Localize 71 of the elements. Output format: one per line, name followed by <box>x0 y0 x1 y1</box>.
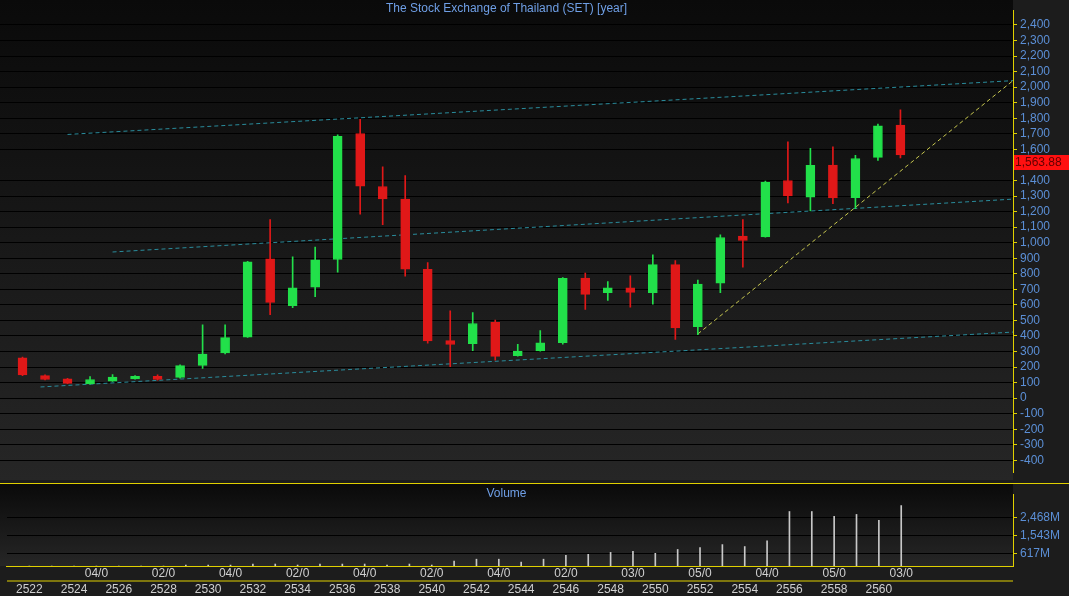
x-tick-label: 2542 <box>463 581 491 596</box>
x-tick-label: 2532 <box>239 581 267 596</box>
y-tick-label: -200 <box>1020 421 1045 436</box>
x-tick-label: 2560 <box>865 581 893 596</box>
y-tick-label: -400 <box>1020 452 1045 467</box>
y-tick-label: 617M <box>1020 546 1051 561</box>
y-tick-label: 1,100 <box>1020 219 1051 234</box>
x-tick-label: 2552 <box>686 581 714 596</box>
x-tick-label: 2528 <box>150 581 178 596</box>
y-tick-label: 1,700 <box>1020 126 1051 141</box>
text: 04/0 <box>218 565 243 580</box>
y-tick-label: 0 <box>1020 390 1027 405</box>
x-tick-label: 2558 <box>820 581 848 596</box>
y-tick-label: -300 <box>1020 437 1045 452</box>
y-tick-label: 1,800 <box>1020 110 1051 125</box>
x-tick-label: 2546 <box>552 581 580 596</box>
x-tick-label: 2538 <box>373 581 401 596</box>
y-tick-label: 200 <box>1020 359 1041 374</box>
candlestick <box>738 219 748 268</box>
y-tick-label: 2,200 <box>1020 48 1051 63</box>
x-tick-label: 2556 <box>776 581 804 596</box>
chart-title: The Stock Exchange of Thailand (SET) [year] <box>384 1 629 15</box>
x-tick-label: 2540 <box>418 581 446 596</box>
x-tick-label: 2548 <box>597 581 625 596</box>
y-tick-label: 2,100 <box>1020 63 1051 78</box>
candlestick <box>625 275 636 308</box>
y-tick-label: 700 <box>1020 281 1041 296</box>
text: 04/0 <box>353 565 377 580</box>
y-tick-label: 2,400 <box>1020 17 1051 32</box>
y-tick-label: 1,900 <box>1020 95 1051 110</box>
text: 05/0 <box>688 565 713 580</box>
y-tick-label: 300 <box>1020 343 1041 358</box>
y-tick-label: 2,468M <box>1020 510 1061 525</box>
text: 04/0 <box>84 565 109 580</box>
y-tick-label: 900 <box>1020 250 1041 265</box>
y-tick-label: 600 <box>1020 297 1041 312</box>
candlestick <box>445 310 456 367</box>
y-tick-label: 1,543M <box>1020 528 1061 543</box>
text: 02/0 <box>420 565 444 580</box>
x-tick-label: 2544 <box>507 581 535 596</box>
x-tick-label: 2530 <box>194 581 222 596</box>
y-tick-label: 2,300 <box>1020 32 1051 47</box>
y-tick-label: 2,000 <box>1020 79 1051 94</box>
y-tick-label: 1,600 <box>1020 141 1051 156</box>
chart-title: Volume <box>485 486 528 500</box>
text: 02/0 <box>554 565 578 580</box>
x-tick-label: 2536 <box>328 581 356 596</box>
text: 04/0 <box>487 565 511 580</box>
text: 02/0 <box>151 565 176 580</box>
text: 05/0 <box>822 565 847 580</box>
x-tick-label: 2550 <box>641 581 669 596</box>
text: 1,563.88 <box>1015 155 1063 170</box>
y-tick-label: 400 <box>1020 328 1041 343</box>
y-tick-label: 500 <box>1020 312 1041 327</box>
y-tick-label: 800 <box>1020 266 1041 281</box>
text: 03/0 <box>621 565 645 580</box>
y-tick-label: 1,300 <box>1020 188 1051 203</box>
y-tick-label: 1,400 <box>1020 172 1051 187</box>
x-tick-label: 2526 <box>105 581 133 596</box>
candlestick <box>377 166 388 226</box>
y-tick-label: -100 <box>1020 406 1045 421</box>
x-tick-label: 2524 <box>60 581 88 596</box>
x-tick-label: 2522 <box>16 581 44 596</box>
y-tick-label: 1,000 <box>1020 234 1051 249</box>
text: 04/0 <box>755 565 780 580</box>
x-tick-label: 2554 <box>731 581 759 596</box>
y-tick-label: 1,200 <box>1020 203 1051 218</box>
text: 03/0 <box>889 565 914 580</box>
text: 02/0 <box>285 565 310 580</box>
x-tick-label: 2534 <box>284 581 312 596</box>
y-tick-label: 100 <box>1020 374 1041 389</box>
